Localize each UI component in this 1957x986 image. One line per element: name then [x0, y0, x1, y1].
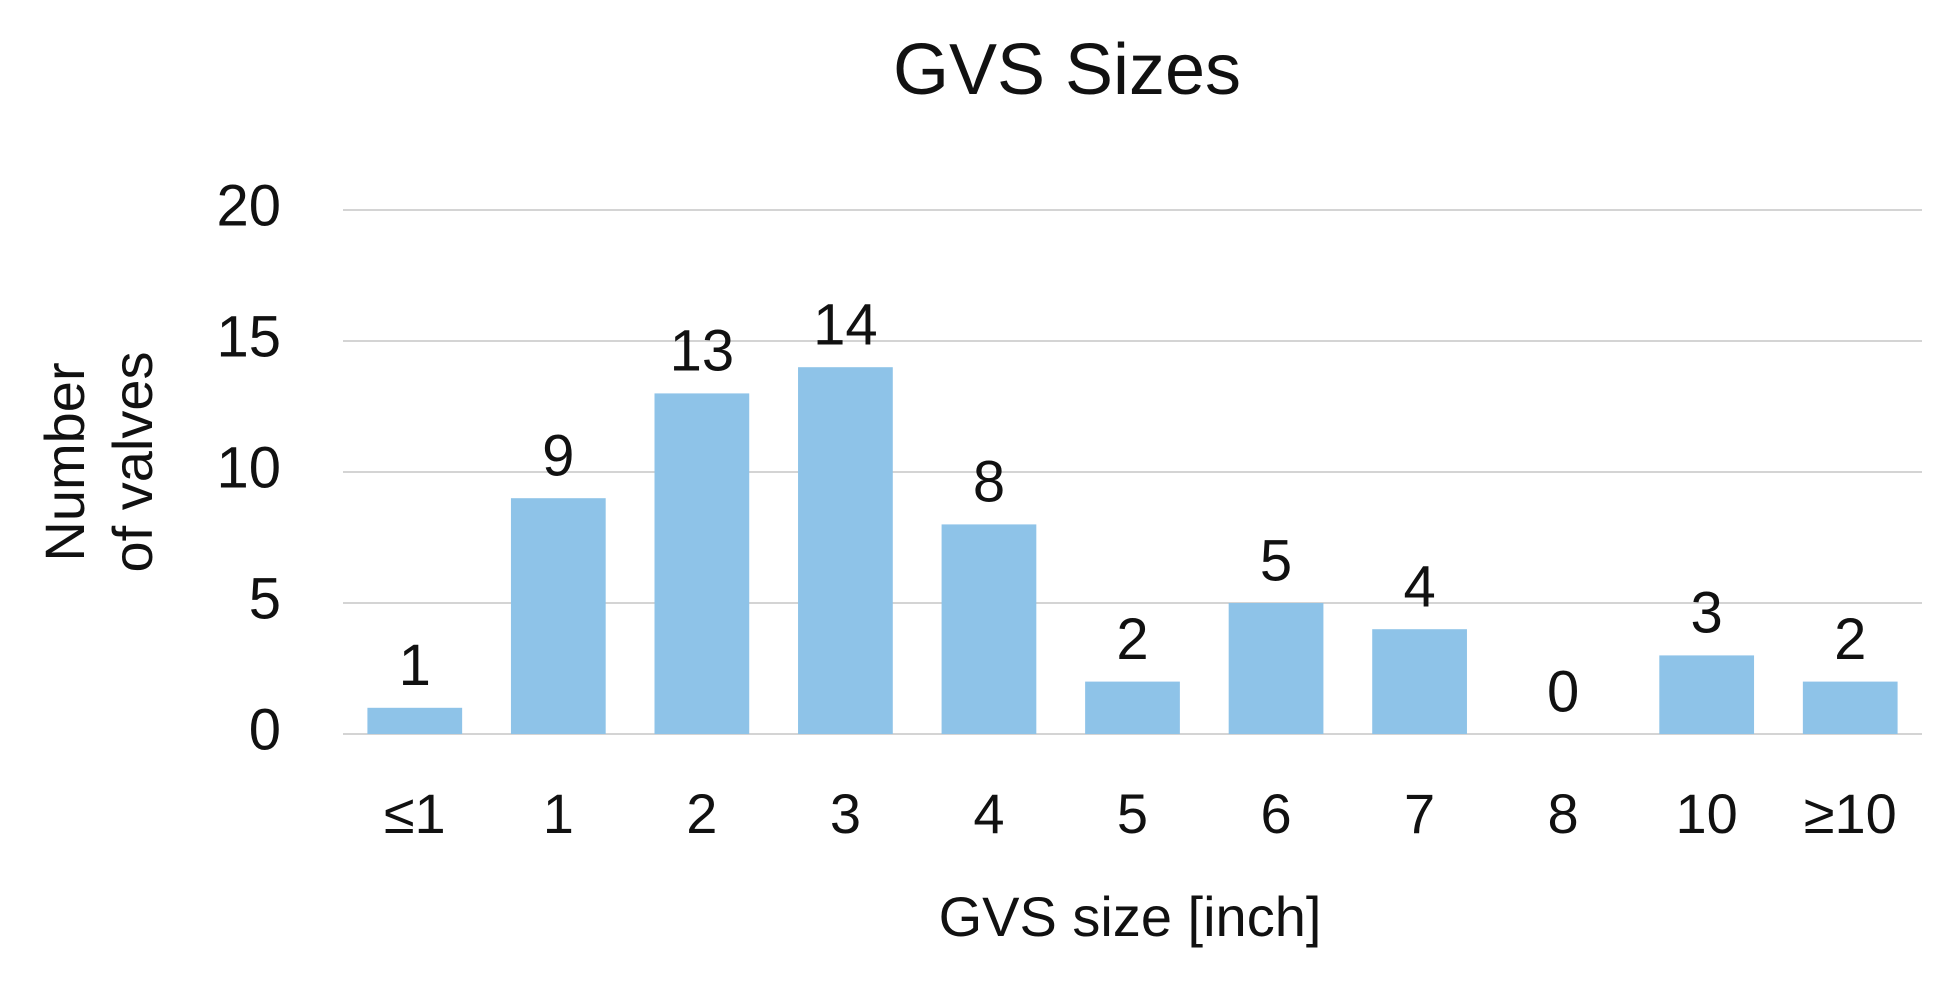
- x-axis-title: GVS size [inch]: [939, 885, 1322, 948]
- data-label: 8: [973, 450, 1005, 515]
- data-label: 13: [670, 319, 735, 384]
- data-label: 1: [399, 633, 431, 698]
- data-label: 3: [1691, 581, 1723, 646]
- bar: [654, 393, 750, 734]
- x-tick-label: 4: [973, 782, 1004, 845]
- bar: [510, 498, 606, 734]
- data-label: 2: [1116, 607, 1148, 672]
- x-tick-label: 7: [1404, 782, 1435, 845]
- y-tick-label: 0: [249, 697, 281, 762]
- x-tick-label: 5: [1117, 782, 1148, 845]
- bar: [1372, 629, 1467, 734]
- y-tick-label: 20: [216, 173, 281, 238]
- data-label: 2: [1834, 607, 1866, 672]
- data-label: 5: [1260, 528, 1292, 593]
- y-tick-label: 5: [249, 566, 281, 631]
- data-label: 9: [542, 424, 574, 489]
- x-tick-label: ≥10: [1804, 782, 1897, 845]
- y-tick-label: 10: [216, 435, 281, 500]
- bar: [1659, 655, 1755, 734]
- x-tick-label: 10: [1676, 782, 1738, 845]
- data-label: 0: [1547, 659, 1579, 724]
- x-tick-label: ≤1: [384, 782, 446, 845]
- y-tick-label: 15: [216, 304, 281, 369]
- bar: [941, 524, 1037, 734]
- y-axis-title: of valves: [101, 352, 164, 573]
- x-tick-label: 2: [686, 782, 717, 845]
- x-tick-label: 3: [830, 782, 861, 845]
- data-label: 4: [1403, 555, 1435, 620]
- chart-title: GVS Sizes: [893, 30, 1241, 110]
- bar: [1802, 681, 1898, 734]
- y-axis-title: Number: [33, 362, 96, 561]
- x-tick-label: 8: [1548, 782, 1579, 845]
- bar: [798, 367, 893, 734]
- x-tick-label: 6: [1260, 782, 1291, 845]
- bar: [1085, 681, 1180, 734]
- bar: [1228, 603, 1324, 734]
- x-tick-label: 1: [543, 782, 574, 845]
- bar: [367, 707, 463, 734]
- data-label: 14: [813, 293, 878, 358]
